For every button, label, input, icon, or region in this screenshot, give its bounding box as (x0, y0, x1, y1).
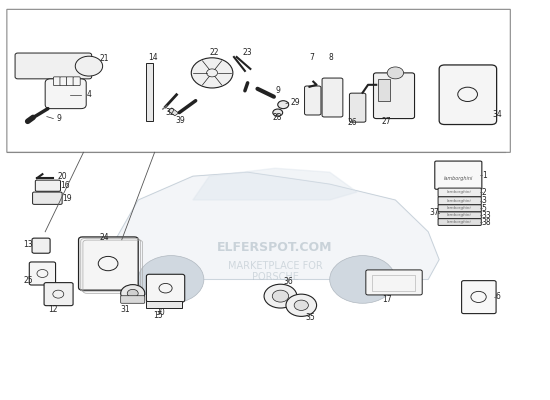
Circle shape (329, 256, 395, 303)
FancyBboxPatch shape (53, 77, 60, 86)
FancyBboxPatch shape (305, 86, 321, 115)
Text: 8: 8 (328, 52, 333, 62)
Text: 22: 22 (210, 48, 219, 57)
Circle shape (294, 300, 309, 310)
FancyBboxPatch shape (438, 219, 481, 226)
Circle shape (264, 284, 297, 308)
Circle shape (387, 67, 404, 79)
Circle shape (75, 56, 103, 76)
Text: 26: 26 (348, 118, 358, 127)
Text: ELFERSPOT.COM: ELFERSPOT.COM (217, 241, 333, 254)
FancyBboxPatch shape (45, 79, 86, 109)
Circle shape (127, 289, 138, 297)
FancyBboxPatch shape (439, 65, 497, 124)
FancyBboxPatch shape (79, 237, 138, 290)
Text: 1: 1 (482, 171, 487, 180)
Text: 14: 14 (148, 52, 158, 62)
Text: 27: 27 (382, 117, 392, 126)
Text: 2: 2 (482, 188, 487, 197)
Bar (146, 63, 153, 120)
Text: 16: 16 (60, 181, 70, 190)
FancyBboxPatch shape (438, 212, 481, 219)
Text: lamborghini: lamborghini (447, 214, 472, 218)
Text: 23: 23 (242, 48, 252, 57)
Text: 12: 12 (48, 305, 57, 314)
Polygon shape (111, 172, 439, 280)
FancyBboxPatch shape (32, 238, 50, 253)
Circle shape (138, 256, 204, 303)
Text: 32: 32 (166, 108, 175, 117)
Text: 38: 38 (482, 218, 492, 227)
FancyBboxPatch shape (373, 73, 415, 118)
Text: 33: 33 (482, 211, 492, 220)
Polygon shape (193, 168, 357, 200)
FancyBboxPatch shape (120, 296, 145, 303)
Text: lamborghini: lamborghini (447, 220, 472, 224)
Bar (378, 79, 390, 101)
Text: lamborghini: lamborghini (444, 176, 473, 181)
Text: 19: 19 (63, 194, 72, 203)
Text: lamborghini: lamborghini (447, 206, 472, 210)
Text: 6: 6 (496, 292, 500, 302)
Circle shape (286, 294, 317, 316)
Text: 39: 39 (175, 116, 185, 125)
Text: 4: 4 (86, 90, 91, 99)
Text: 15: 15 (153, 311, 163, 320)
FancyBboxPatch shape (35, 180, 60, 191)
Text: 21: 21 (100, 54, 109, 64)
FancyBboxPatch shape (67, 77, 74, 86)
FancyBboxPatch shape (366, 270, 422, 295)
Circle shape (273, 109, 283, 116)
FancyBboxPatch shape (44, 283, 73, 306)
FancyBboxPatch shape (146, 274, 185, 302)
Text: 5: 5 (482, 204, 487, 213)
Text: 35: 35 (305, 313, 315, 322)
Text: 20: 20 (57, 172, 67, 182)
Circle shape (191, 58, 233, 88)
Text: 17: 17 (382, 295, 392, 304)
Text: 7: 7 (309, 52, 314, 62)
Text: lamborghini: lamborghini (447, 190, 472, 194)
Text: 25: 25 (23, 276, 33, 285)
Text: 29: 29 (290, 98, 300, 107)
FancyBboxPatch shape (15, 53, 92, 79)
Text: 37: 37 (430, 208, 439, 217)
FancyBboxPatch shape (32, 192, 62, 204)
FancyBboxPatch shape (435, 161, 482, 189)
Text: 3: 3 (482, 196, 487, 205)
Bar (146, 301, 182, 308)
Text: MARKETPLACE FOR
PORSCHE: MARKETPLACE FOR PORSCHE (228, 261, 322, 282)
Text: 13: 13 (23, 240, 33, 249)
FancyBboxPatch shape (322, 78, 343, 117)
FancyBboxPatch shape (438, 188, 481, 197)
Circle shape (278, 101, 289, 109)
FancyBboxPatch shape (349, 93, 366, 122)
Text: 9: 9 (275, 86, 280, 95)
Text: 28: 28 (272, 113, 282, 122)
FancyBboxPatch shape (73, 77, 80, 86)
Text: 24: 24 (100, 233, 109, 242)
FancyBboxPatch shape (461, 281, 496, 314)
Text: lamborghini: lamborghini (447, 199, 472, 203)
FancyBboxPatch shape (438, 197, 481, 205)
Bar (168, 108, 179, 116)
Text: 31: 31 (120, 305, 130, 314)
Circle shape (272, 290, 289, 302)
Text: 9: 9 (56, 114, 61, 123)
Circle shape (120, 285, 145, 302)
Text: 36: 36 (284, 277, 294, 286)
FancyBboxPatch shape (60, 77, 67, 86)
Text: 30: 30 (156, 308, 166, 316)
FancyBboxPatch shape (438, 205, 481, 212)
Text: 34: 34 (492, 110, 502, 119)
FancyBboxPatch shape (29, 262, 56, 285)
Bar (372, 275, 415, 290)
